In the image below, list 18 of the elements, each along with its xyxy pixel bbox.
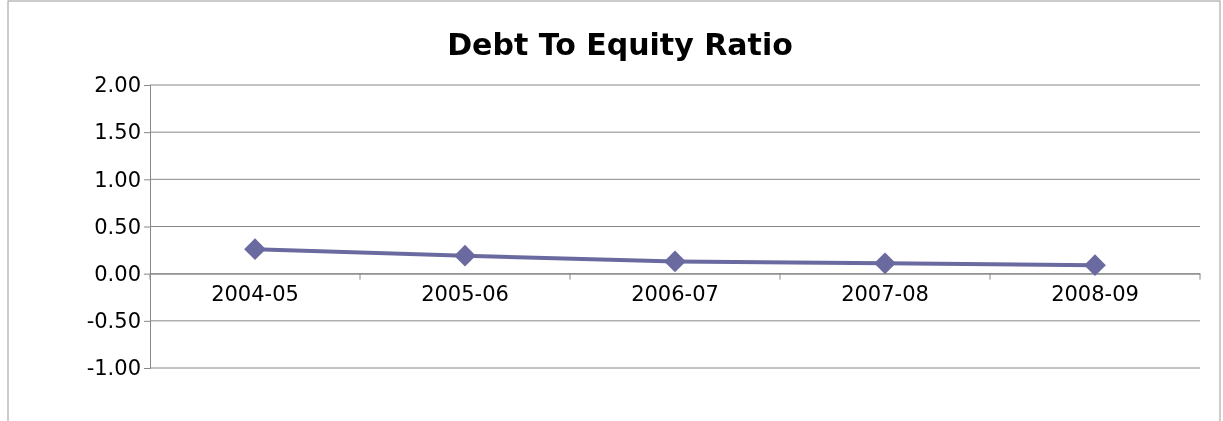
x-tick-label: 2008-09 [1051, 281, 1139, 306]
y-tick-label: 0.50 [94, 214, 141, 239]
y-tick-label: 0.00 [94, 261, 141, 286]
x-tick-label: 2007-08 [841, 281, 929, 306]
x-tick-label: 2006-07 [631, 281, 719, 306]
y-tick-label: 1.50 [94, 120, 141, 145]
y-tick-label: -1.00 [86, 356, 141, 381]
point [664, 250, 686, 273]
chart-title: Debt To Equity Ratio [447, 27, 793, 62]
point [1084, 254, 1106, 277]
y-tick-label: 2.00 [94, 73, 141, 98]
point [244, 238, 266, 261]
y-tick-label: -0.50 [86, 309, 141, 334]
x-tick-label: 2004-05 [211, 281, 299, 306]
y-tick-label: 1.00 [94, 167, 141, 192]
x-tick-label: 2005-06 [421, 281, 509, 306]
point [874, 252, 896, 275]
point [454, 244, 476, 267]
